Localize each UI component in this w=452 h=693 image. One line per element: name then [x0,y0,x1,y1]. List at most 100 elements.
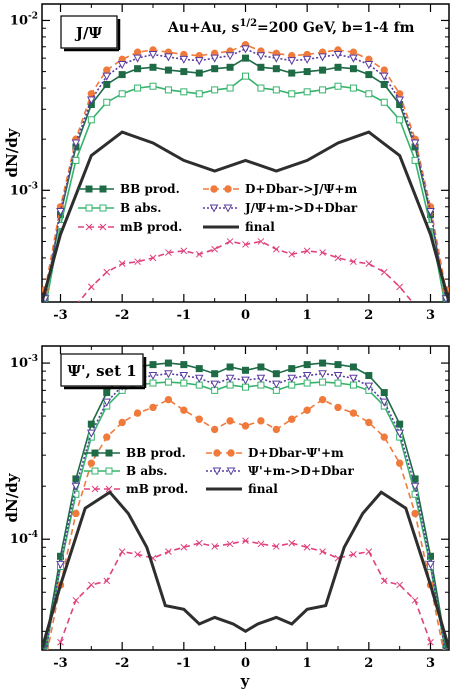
data-point-mb-prod [195,250,203,258]
data-point-bb-prod [319,359,327,367]
data-point-b-abs [319,378,327,386]
data-point-psi-to-ddbar [194,57,204,66]
data-point-b-abs [134,84,142,92]
data-point-mb-prod [149,254,157,262]
data-point-bb-prod [211,65,219,73]
data-point-bb-prod [288,69,296,77]
legend-item-bb-prod: BB prod. [84,446,186,460]
legend-label: mB prod. [120,220,182,234]
data-point-bb-prod [226,63,234,71]
data-point-mb-prod [118,548,126,556]
data-point-psi-to-ddbar [133,54,142,63]
data-point-ddbar-to-psi [443,659,449,665]
plot-area [42,40,449,308]
data-point-bb-prod [195,69,203,77]
data-point-b-abs [257,84,265,92]
x-tick-label: 1 [303,308,312,323]
data-point-psi-to-ddbar [56,560,65,569]
data-point-psi-to-ddbar [56,208,65,217]
data-point-mb-prod [365,548,373,556]
data-point-bb-prod [427,552,434,560]
data-point-psi-to-ddbar [349,374,358,383]
data-point-mb-prod [288,539,296,547]
panel-tag: Ψ', set 1 [60,353,147,390]
series-line-psi-to-ddbar [45,372,446,650]
data-point-ddbar-to-psi [288,415,296,423]
legend-item-final: final [206,482,278,496]
data-point-ddbar-to-psi [411,509,419,518]
data-point-bb-prod [303,361,311,369]
data-point-ddbar-to-psi [103,433,111,441]
x-axis-label: y [240,672,251,690]
legend-item-psi-to-ddbar: Ψ'+m->D+Dbar [206,464,354,478]
data-point-ddbar-to-psi [272,425,281,434]
data-point-psi-to-ddbar [271,54,281,63]
data-point-b-abs [303,88,311,96]
data-point-psi-to-ddbar [333,51,343,60]
legend-marker [91,449,99,457]
data-point-mb-prod [57,638,64,646]
legend-item-ddbar-to-psi: D+Dbar->J/Ψ+m [203,182,357,196]
data-point-b-abs [195,381,203,389]
series-ddbar-to-psi [46,395,449,665]
panel-tag-label: J/Ψ [74,24,103,42]
data-point-mb-prod [134,551,141,558]
data-point-bb-prod [226,363,234,371]
data-point-bb-prod [149,361,157,369]
data-point-b-abs [319,86,327,94]
data-point-bb-prod [365,71,373,79]
data-point-b-abs [195,90,203,98]
data-point-b-abs [272,86,280,94]
data-point-b-abs [396,116,404,124]
data-point-b-abs [72,156,80,164]
data-point-b-abs [334,82,342,90]
data-point-psi-to-ddbar [210,54,220,63]
data-point-bb-prod [303,68,311,76]
data-point-b-abs [226,381,234,389]
data-point-bb-prod [319,66,327,74]
data-point-psi-to-ddbar [426,208,435,217]
data-point-b-abs [242,383,249,391]
legend-marker [209,204,219,213]
data-point-b-abs [443,652,449,658]
data-point-bb-prod [349,363,357,371]
data-point-psi-to-ddbar [179,55,189,64]
series-line-mb-prod [59,539,432,643]
data-point-ddbar-to-psi [149,403,157,412]
data-point-psi-to-ddbar [42,652,49,659]
data-point-mb-prod [334,254,342,262]
legend-item-b-abs: B abs. [78,201,161,215]
data-point-b-abs [288,381,296,389]
data-point-mb-prod [73,302,79,308]
data-point-psi-to-ddbar [102,398,112,407]
data-point-b-abs [164,378,172,386]
data-point-ddbar-to-psi [103,66,111,74]
data-point-psi-to-ddbar [318,53,327,62]
data-point-mb-prod [396,581,404,589]
x-tick-label: 0 [241,656,250,671]
data-point-bb-prod [164,66,172,74]
legend-marker [105,467,113,475]
data-point-psi-to-ddbar [302,372,312,381]
data-point-psi-to-ddbar [148,51,158,60]
data-point-psi-to-ddbar [333,372,343,381]
series-b-abs [45,72,446,302]
data-point-psi-to-ddbar [287,57,297,66]
data-point-bb-prod [380,80,388,88]
y-axis-label: dN/dy [3,472,21,522]
data-point-psi-to-ddbar [271,380,281,389]
data-point-bb-prod [72,475,80,483]
data-point-psi-to-ddbar [148,372,158,381]
legend: BB prod. B abs. mB prod. D+Dbar->J/Ψ+m J/Ψ+m… [78,182,358,234]
data-point-bb-prod [257,363,265,371]
legend-marker [91,467,99,475]
legend-marker [105,449,113,457]
data-point-psi-to-ddbar [210,380,220,389]
series-psi-to-ddbar [42,45,449,302]
data-point-b-abs [103,98,111,106]
data-point-bb-prod [118,71,126,79]
data-point-b-abs [72,490,80,498]
data-point-b-abs [87,116,95,124]
data-point-b-abs [211,86,219,94]
legend-label: BB prod. [126,446,186,460]
